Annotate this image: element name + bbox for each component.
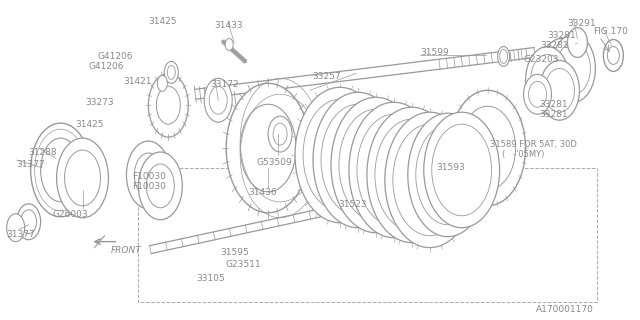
Ellipse shape xyxy=(540,38,584,106)
Ellipse shape xyxy=(568,28,588,58)
Ellipse shape xyxy=(157,76,167,91)
Ellipse shape xyxy=(138,152,182,220)
Ellipse shape xyxy=(164,61,179,83)
Ellipse shape xyxy=(148,73,188,137)
Text: 33257: 33257 xyxy=(312,72,340,81)
Ellipse shape xyxy=(604,40,623,71)
Ellipse shape xyxy=(127,141,170,209)
Ellipse shape xyxy=(313,92,403,228)
Ellipse shape xyxy=(408,113,488,237)
Text: 33281: 33281 xyxy=(547,31,576,40)
Ellipse shape xyxy=(498,46,509,67)
Text: 31377: 31377 xyxy=(17,160,45,169)
Text: 31589 FOR 5AT, 30D: 31589 FOR 5AT, 30D xyxy=(490,140,577,149)
Ellipse shape xyxy=(225,38,233,51)
Text: 33281: 33281 xyxy=(540,110,568,119)
Ellipse shape xyxy=(240,104,296,192)
Text: F10030: F10030 xyxy=(132,172,166,181)
Ellipse shape xyxy=(450,90,525,206)
Text: G23511: G23511 xyxy=(225,260,261,268)
Ellipse shape xyxy=(6,214,25,242)
Text: 31523: 31523 xyxy=(338,200,367,209)
Text: FIG.170: FIG.170 xyxy=(593,27,628,36)
Text: 31425: 31425 xyxy=(76,120,104,129)
Ellipse shape xyxy=(349,102,439,238)
Text: F10030: F10030 xyxy=(132,182,166,191)
Text: G41206: G41206 xyxy=(88,62,124,71)
Ellipse shape xyxy=(385,112,475,248)
Text: G41206: G41206 xyxy=(97,52,133,61)
Text: 31436: 31436 xyxy=(248,188,276,197)
Text: 33281: 33281 xyxy=(540,100,568,109)
Text: 31288: 31288 xyxy=(29,148,57,157)
Ellipse shape xyxy=(268,116,292,152)
Text: G53509: G53509 xyxy=(256,158,292,167)
Ellipse shape xyxy=(204,78,232,122)
Ellipse shape xyxy=(226,83,310,213)
Text: 31377: 31377 xyxy=(6,230,35,239)
Ellipse shape xyxy=(424,112,500,228)
Ellipse shape xyxy=(17,204,40,240)
Ellipse shape xyxy=(552,35,595,102)
Text: G26003: G26003 xyxy=(52,210,88,219)
Ellipse shape xyxy=(31,123,90,217)
Text: 33291: 33291 xyxy=(568,19,596,28)
Text: G23203: G23203 xyxy=(524,55,559,64)
Ellipse shape xyxy=(540,60,579,120)
Text: 33273: 33273 xyxy=(86,98,114,107)
Text: 33281: 33281 xyxy=(541,41,569,50)
Bar xyxy=(138,168,597,302)
Ellipse shape xyxy=(349,194,363,216)
Ellipse shape xyxy=(524,74,552,114)
Text: 31421: 31421 xyxy=(124,77,152,86)
Text: 31599: 31599 xyxy=(420,49,449,58)
Ellipse shape xyxy=(367,107,457,243)
Text: 31593: 31593 xyxy=(436,163,465,172)
Text: 31433: 31433 xyxy=(214,20,243,30)
Text: FRONT: FRONT xyxy=(111,246,141,255)
Text: 31425: 31425 xyxy=(148,17,177,26)
Text: A170001170: A170001170 xyxy=(536,305,593,314)
Text: 33105: 33105 xyxy=(196,274,225,283)
Ellipse shape xyxy=(295,87,385,223)
Ellipse shape xyxy=(56,138,108,218)
Ellipse shape xyxy=(525,46,570,114)
Ellipse shape xyxy=(331,97,420,233)
Text: 31595: 31595 xyxy=(220,248,249,257)
Text: (   -'05MY): ( -'05MY) xyxy=(502,150,544,159)
Text: 33172: 33172 xyxy=(210,80,239,89)
